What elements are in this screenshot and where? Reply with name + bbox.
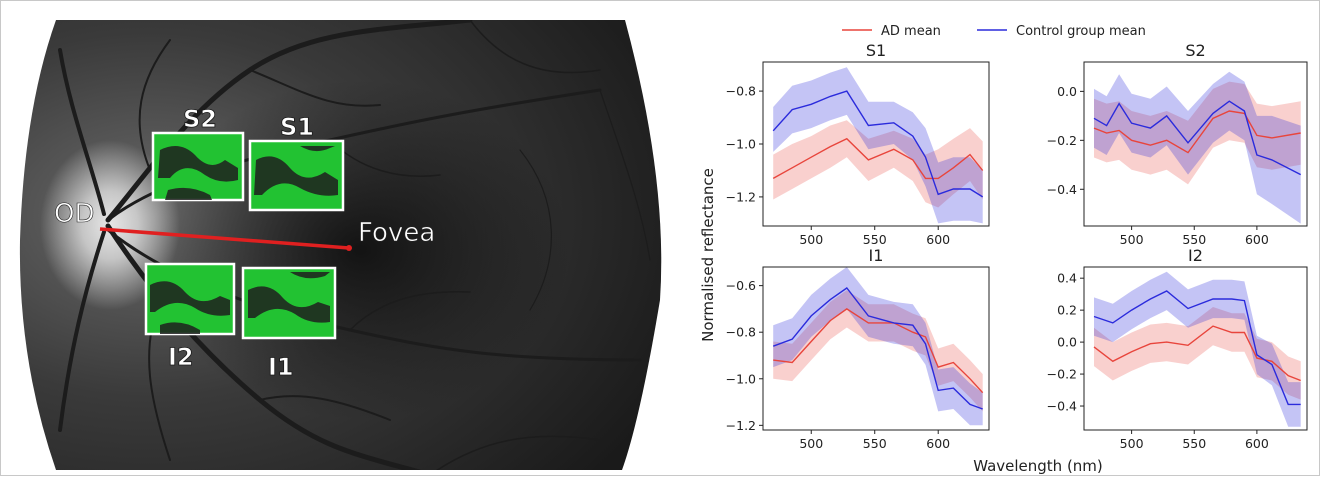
x-tick-label-s1: 500 [799, 232, 823, 247]
label-fovea: Fovea [358, 218, 435, 248]
subplot-title-s1: S1 [866, 41, 886, 60]
line-control-s1 [772, 90, 984, 198]
region-s2 [151, 131, 245, 202]
subplot-i1: I1 −0.6 −0.8 −1.0 −1.2 500 550 600 [726, 246, 990, 451]
line-control-i1 [772, 287, 983, 410]
y-tick-label-i2: −0.2 [1047, 367, 1077, 382]
y-tick-label-i1: −1.0 [726, 371, 756, 386]
y-tick-label-s2: −0.4 [1047, 182, 1077, 197]
region-s1 [248, 139, 345, 212]
label-s2: S2 [183, 105, 217, 133]
label-i2: I2 [168, 343, 194, 371]
y-tick-label-i2: 0.0 [1057, 335, 1077, 350]
subplot-title-s2: S2 [1185, 41, 1205, 60]
fundus-image: S2 S1 I2 I1 OD Fovea [19, 20, 662, 470]
line-control-i2 [1093, 290, 1301, 406]
subplot-title-i2: I2 [1188, 246, 1203, 265]
region-i1 [241, 266, 337, 340]
label-s1: S1 [280, 113, 314, 141]
band-control-i1 [773, 267, 983, 426]
band-ad-s2 [1094, 81, 1301, 185]
x-axis-label: Wavelength (nm) [973, 457, 1103, 475]
axes-frame-s2 [1083, 61, 1308, 227]
label-i1: I1 [268, 353, 294, 381]
legend-label-control: Control group mean [1016, 24, 1146, 39]
x-tick-label-s2: 550 [1182, 232, 1206, 247]
x-tick-label-s2: 500 [1120, 232, 1144, 247]
x-tick-label-i2: 500 [1120, 436, 1144, 451]
line-ad-s1 [772, 137, 984, 180]
subplot-title-i1: I1 [869, 246, 884, 265]
y-tick-label-i1: −0.6 [726, 278, 756, 293]
y-tick-label-i1: −1.2 [726, 418, 756, 433]
y-tick-label-i2: 0.4 [1057, 271, 1077, 286]
line-control-s2 [1093, 100, 1302, 176]
y-axis-label: Normalised reflectance [699, 168, 717, 342]
x-tick-label-i1: 500 [799, 436, 823, 451]
od-fovea-line [99, 227, 350, 250]
subplot-s1: S1 −0.8 −1.0 −1.2 500 550 600 [726, 41, 990, 247]
subplot-i2: I2 0.4 0.2 0.0 −0.2 −0.4 500 550 600 [1047, 246, 1308, 451]
band-ad-i2 [1094, 307, 1301, 400]
fovea-point [346, 245, 352, 251]
x-tick-label-i2: 550 [1182, 436, 1206, 451]
band-control-s2 [1094, 71, 1301, 224]
y-tick-label-s2: 0.0 [1057, 84, 1077, 99]
y-tick-label-i1: −0.8 [726, 325, 756, 340]
x-tick-label-s1: 550 [863, 232, 887, 247]
x-tick-label-i2: 600 [1245, 436, 1269, 451]
y-tick-label-i2: −0.4 [1047, 399, 1077, 414]
band-control-s1 [773, 67, 983, 224]
band-ad-s1 [773, 120, 983, 208]
region-i2 [144, 262, 236, 336]
subplot-s2: S2 0.0 −0.2 −0.4 500 550 600 [1047, 41, 1308, 247]
y-tick-label-s1: −0.8 [726, 84, 756, 99]
y-tick-label-i2: 0.2 [1057, 303, 1077, 318]
band-control-i2 [1094, 271, 1301, 427]
label-od: OD [54, 199, 95, 229]
axes-frame-i2 [1083, 266, 1308, 431]
legend: AD mean Control group mean [842, 24, 1146, 39]
line-ad-s2 [1093, 110, 1301, 154]
y-tick-label-s2: −0.2 [1047, 133, 1077, 148]
x-tick-label-i1: 550 [863, 436, 887, 451]
x-tick-label-s1: 600 [926, 232, 950, 247]
y-tick-label-s1: −1.2 [726, 189, 756, 204]
axes-frame-i1 [762, 266, 990, 431]
y-tick-label-s1: −1.0 [726, 137, 756, 152]
x-tick-label-s2: 600 [1245, 232, 1269, 247]
legend-label-ad: AD mean [881, 24, 941, 39]
x-tick-label-i1: 600 [926, 436, 950, 451]
band-ad-i1 [773, 290, 983, 412]
line-ad-i2 [1093, 325, 1301, 382]
